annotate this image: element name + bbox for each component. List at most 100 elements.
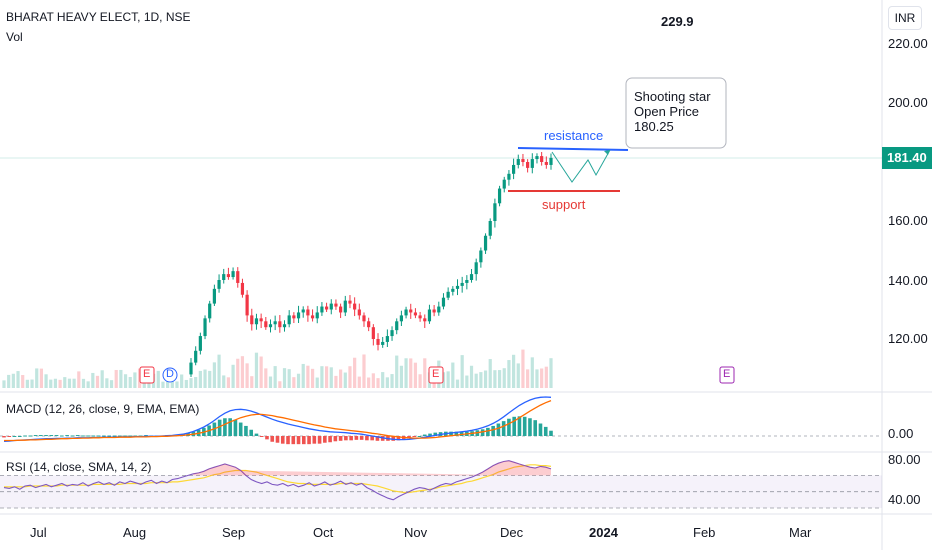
macd-histogram-bar bbox=[60, 435, 64, 437]
macd-signal-line bbox=[4, 399, 552, 442]
macd-legend: MACD (12, 26, close, 9, EMA, EMA) bbox=[6, 402, 200, 416]
volume-bar bbox=[217, 354, 221, 388]
volume-bar bbox=[357, 376, 361, 388]
macd-histogram-bar bbox=[107, 435, 111, 437]
volume-bar bbox=[222, 375, 226, 388]
volume-bar bbox=[16, 371, 20, 388]
time-tick: Nov bbox=[404, 525, 428, 540]
volume-bar bbox=[21, 375, 25, 388]
earnings-marker-label: E bbox=[432, 368, 440, 380]
macd-histogram-bar bbox=[433, 432, 438, 436]
candle-body bbox=[446, 291, 450, 298]
candle-body bbox=[516, 159, 520, 165]
volume-bar bbox=[469, 365, 474, 388]
volume-bar bbox=[128, 376, 132, 388]
candle-body bbox=[497, 188, 502, 204]
volume-bar bbox=[72, 378, 76, 388]
volume-bar bbox=[2, 380, 6, 388]
volume-bar bbox=[250, 376, 254, 388]
rsi-axis-tick-high: 80.00 bbox=[888, 452, 921, 467]
macd-histogram-bar bbox=[512, 416, 516, 436]
candle-body bbox=[259, 318, 263, 322]
volume-bar bbox=[404, 358, 408, 388]
macd-histogram-bar bbox=[517, 416, 522, 436]
volume-bar bbox=[497, 370, 502, 388]
resistance-label: resistance bbox=[544, 128, 604, 143]
volume-bar bbox=[67, 378, 72, 388]
candle-body bbox=[208, 303, 212, 319]
price-tick: 140.00 bbox=[888, 273, 928, 288]
candle-body bbox=[544, 162, 548, 165]
volume-bar bbox=[353, 357, 357, 388]
macd-histogram-bar bbox=[480, 429, 485, 436]
volume-bar bbox=[310, 368, 315, 388]
volume-bar bbox=[395, 355, 399, 388]
earnings-marker-future[interactable] bbox=[719, 366, 735, 384]
volume-bar bbox=[203, 369, 207, 388]
volume-bar bbox=[521, 349, 525, 388]
macd-histogram-bar bbox=[228, 418, 232, 436]
candle-body bbox=[296, 312, 301, 319]
volume-bar bbox=[479, 372, 483, 388]
rsi-axis-tick-low: 40.00 bbox=[888, 492, 921, 507]
symbol-title: BHARAT HEAVY ELECT, 1D, NSE bbox=[6, 10, 191, 24]
macd-histogram-bar bbox=[17, 436, 22, 437]
macd-histogram-bar bbox=[549, 430, 553, 436]
volume-bar bbox=[231, 364, 235, 388]
volume-bar bbox=[91, 372, 95, 388]
candle-body bbox=[217, 280, 221, 289]
volume-bar bbox=[114, 369, 118, 388]
macd-histogram-bar bbox=[338, 436, 343, 441]
volume-bar bbox=[493, 370, 497, 388]
macd-histogram-bar bbox=[39, 435, 43, 437]
candle-body bbox=[236, 271, 240, 283]
volume-bar bbox=[184, 379, 188, 388]
macd-histogram-bar bbox=[296, 436, 301, 445]
volume-bar bbox=[268, 376, 273, 388]
volume-bar bbox=[371, 373, 375, 388]
volume-bar bbox=[549, 358, 553, 388]
projected-path-arrow bbox=[604, 150, 610, 155]
volume-bar bbox=[507, 360, 511, 388]
volume-bar bbox=[474, 373, 478, 388]
candle-body bbox=[376, 339, 380, 345]
volume-bar bbox=[409, 358, 413, 388]
volume-bar bbox=[278, 381, 282, 388]
macd-histogram-bar bbox=[259, 436, 264, 437]
volume-bar bbox=[35, 368, 39, 388]
macd-histogram-bar bbox=[270, 436, 275, 442]
currency-button[interactable]: INR bbox=[888, 6, 922, 30]
time-tick: Jul bbox=[30, 525, 47, 540]
volume-bar bbox=[367, 377, 371, 388]
dividend-marker[interactable] bbox=[162, 367, 178, 383]
callout-box[interactable] bbox=[625, 77, 727, 149]
macd-histogram-bar bbox=[81, 435, 85, 437]
volume-bars bbox=[2, 349, 553, 388]
macd-histogram-bar bbox=[328, 436, 332, 443]
macd-histogram-bar bbox=[528, 418, 532, 436]
candle-body bbox=[203, 318, 207, 337]
candle-body bbox=[222, 274, 226, 280]
volume-bar bbox=[418, 374, 422, 388]
resistance-line[interactable] bbox=[517, 147, 629, 151]
candle-body bbox=[282, 324, 287, 328]
macd-histogram-bar bbox=[333, 436, 338, 442]
candles bbox=[189, 151, 553, 377]
callout-line: 180.25 bbox=[634, 119, 674, 134]
volume-bar bbox=[385, 377, 389, 388]
macd-histogram-bar bbox=[286, 436, 290, 445]
earnings-marker[interactable] bbox=[428, 366, 444, 384]
macd-histogram-bar bbox=[496, 423, 501, 436]
candle-body bbox=[343, 300, 347, 313]
candle-body bbox=[409, 309, 413, 313]
earnings-marker[interactable] bbox=[139, 366, 155, 384]
macd-histogram-bar bbox=[459, 431, 464, 436]
time-tick: Oct bbox=[313, 525, 334, 540]
candle-body bbox=[194, 350, 198, 363]
volume-bar bbox=[465, 375, 469, 388]
macd-histogram-bar bbox=[317, 436, 322, 444]
rsi-line bbox=[3, 460, 552, 501]
volume-bar bbox=[49, 379, 53, 388]
volume-bar bbox=[526, 369, 530, 388]
